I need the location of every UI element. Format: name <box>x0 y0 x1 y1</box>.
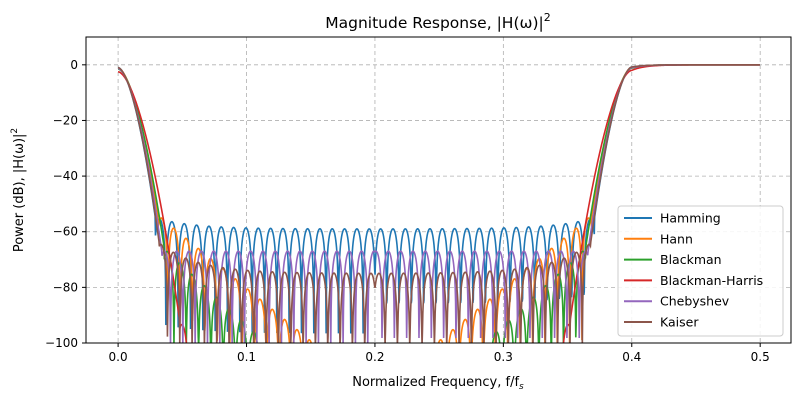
legend-item: Kaiser <box>624 315 699 330</box>
y-tick-label: −60 <box>53 225 78 239</box>
legend-item: Blackman-Harris <box>624 273 763 288</box>
legend-box <box>617 205 784 337</box>
y-tick-label: −20 <box>53 113 78 127</box>
x-tick-label: 0.5 <box>751 350 770 364</box>
y-tick-label: −80 <box>53 280 78 294</box>
series-line-kaiser <box>117 64 760 343</box>
x-tick-label: 0.2 <box>365 350 384 364</box>
x-tick-label: 0.1 <box>237 350 256 364</box>
ticks: 0.0 0.1 0.2 0.3 0.4 0.5 0 −20 −40 −60 −80 −100 <box>45 58 770 364</box>
legend-label: Chebyshev <box>660 294 730 309</box>
x-tick-label: 0.3 <box>494 350 513 364</box>
legend-label: Hamming <box>660 211 721 226</box>
y-tick-label: −100 <box>45 336 78 350</box>
legend-label: Hann <box>660 231 693 246</box>
legend-label: Blackman-Harris <box>660 273 763 288</box>
x-axis-label: Normalized Frequency, f/fs <box>352 375 524 392</box>
legend-item: Chebyshev <box>624 294 730 309</box>
plot-frame <box>85 36 792 344</box>
x-tick-label: 0.0 <box>109 350 128 364</box>
legend-item: Hann <box>624 231 693 246</box>
y-axis-label: Power (dB), |H(ω)|2 <box>10 128 27 252</box>
legend-item: Hamming <box>624 211 721 226</box>
legend-item: Blackman <box>624 252 722 267</box>
y-tick-label: −40 <box>53 169 78 183</box>
y-tick-label: 0 <box>70 58 78 72</box>
chart-title: Magnitude Response, |H(ω)|2 <box>325 11 551 32</box>
series-lines <box>117 64 760 343</box>
legend-label: Kaiser <box>660 315 699 330</box>
legend-label: Blackman <box>660 252 722 267</box>
x-tick-label: 0.4 <box>622 350 641 364</box>
legend: Hamming Hann Blackman Blackman-Harris Chebys… <box>617 205 784 337</box>
